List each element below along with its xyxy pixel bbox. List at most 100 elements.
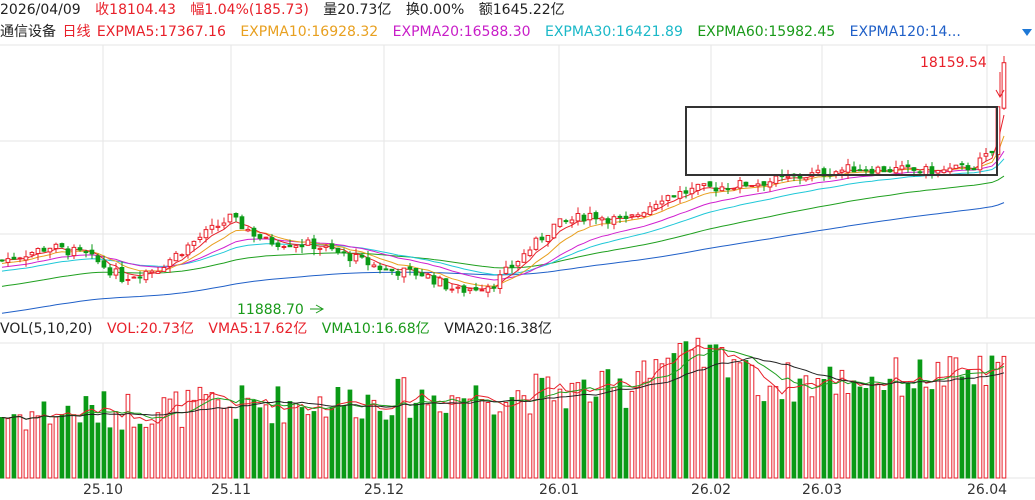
candle-body (665, 195, 671, 202)
volume-bar (569, 382, 575, 479)
candle-body (545, 235, 551, 242)
volume-bar (875, 383, 881, 479)
candle-body (311, 238, 317, 250)
candle-body (299, 244, 305, 248)
volume-bar (593, 396, 599, 479)
legend-expma30: EXPMA30:16421.89 (544, 24, 683, 40)
high-arrowhead (995, 89, 1005, 99)
volume-bar (893, 357, 899, 479)
candle-body (803, 177, 809, 181)
volume-bar (305, 414, 311, 479)
volume-bar (533, 373, 539, 479)
volume-bar (101, 391, 107, 479)
volume-bar (467, 398, 473, 479)
volume-bar (47, 423, 53, 479)
ma120-line (1, 202, 1005, 314)
volume-bar (245, 397, 251, 479)
legend-expma5: EXPMA5:17367.16 (96, 24, 226, 40)
candle-body (197, 236, 203, 241)
moving-average-lines (1, 114, 1005, 314)
legend-expma20: EXPMA20:16588.30 (392, 24, 531, 40)
candle-body (953, 164, 959, 169)
candle-body (167, 259, 173, 267)
volume-bar (233, 418, 239, 479)
candle-body (395, 271, 401, 276)
candle-body (323, 245, 329, 248)
candle-body (413, 268, 419, 276)
volume-bar (455, 397, 461, 479)
volume-bar (227, 406, 233, 479)
candle-body (989, 150, 995, 154)
candle-body (125, 279, 131, 281)
volume-bar (485, 402, 491, 479)
candle-body (347, 253, 353, 262)
candle-body (557, 218, 563, 227)
candle-body (815, 169, 821, 174)
candle-body (455, 286, 461, 289)
candle-body (329, 243, 335, 250)
x-tick-label: 25.11 (211, 482, 251, 498)
volume-bar (413, 402, 419, 479)
volume-bar (629, 390, 635, 479)
candle-body (905, 164, 911, 167)
candle-body (17, 257, 23, 260)
volume-bar (191, 399, 197, 479)
volume-bar (527, 413, 533, 479)
volume-bar (935, 361, 941, 479)
candle-body (581, 214, 587, 222)
volume-bar (5, 418, 11, 479)
legend-expma60: EXPMA60:15982.45 (697, 24, 836, 40)
volume-bar (881, 390, 887, 479)
candle-body (845, 164, 851, 173)
volume-bar (947, 356, 953, 479)
volume-bar (953, 357, 959, 479)
volume-bar (431, 395, 437, 479)
candle-body (563, 220, 569, 223)
volume-bar (239, 385, 245, 479)
ma60-line (1, 175, 1005, 287)
volume-bars (0, 337, 1007, 479)
volume-bar (41, 401, 47, 479)
volume-bar (173, 391, 179, 479)
volume-bar (971, 384, 977, 479)
candle-body (245, 228, 251, 232)
candle-body (677, 191, 683, 199)
volume-bar (1001, 355, 1007, 479)
volume-bar (617, 378, 623, 479)
volume-bar (203, 394, 209, 479)
candle-body (83, 251, 89, 254)
candle-body (275, 242, 281, 247)
candle-body (113, 268, 119, 276)
candle-body (623, 215, 629, 220)
legend-vma20: VMA20:16.38亿 (444, 321, 552, 337)
volume-bar (545, 376, 551, 479)
candle-body (731, 187, 737, 190)
candle-body (371, 264, 377, 268)
volume-bar (401, 377, 407, 479)
candle-body (851, 166, 857, 173)
scroll-indicator-icon[interactable] (1022, 29, 1032, 36)
candle-body (1001, 62, 1007, 109)
quote-date: 2026/04/09 (0, 2, 81, 18)
volume-bar (863, 388, 869, 479)
volume-bar (899, 395, 905, 479)
candle-body (269, 237, 275, 245)
volume-bar (809, 396, 815, 479)
candle-body (539, 236, 545, 241)
volume-bar (983, 385, 989, 479)
candle-body (203, 229, 209, 239)
candle-body (875, 166, 881, 174)
volume-bar (725, 377, 731, 479)
volume-bar (17, 414, 23, 479)
volume-bar (833, 393, 839, 479)
candle-body (767, 181, 773, 188)
period-label[interactable]: 日线 (62, 24, 91, 40)
volume-bar (647, 377, 653, 479)
candle-body (257, 234, 263, 239)
legend-vma5: VMA5:17.62亿 (208, 321, 308, 337)
volume-bar (653, 359, 659, 479)
quote-volume: 量20.73亿 (323, 2, 392, 18)
volume-bar (299, 407, 305, 479)
volume-bar (149, 423, 155, 479)
